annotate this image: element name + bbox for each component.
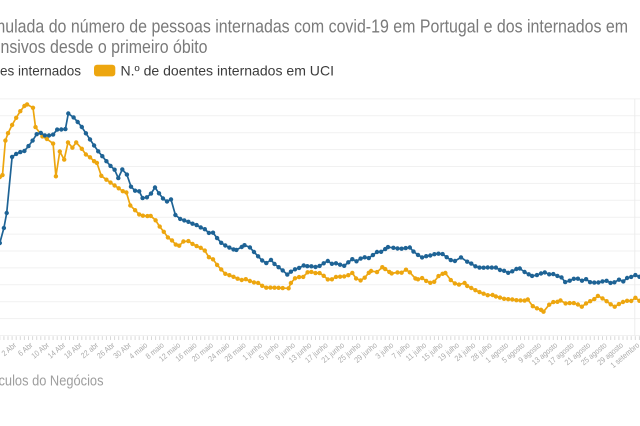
svg-text:nsivos desde o primeiro óbito: nsivos desde o primeiro óbito bbox=[1, 37, 208, 57]
svg-text:N.º de doentes internados em U: N.º de doentes internados em UCI bbox=[121, 63, 335, 79]
svg-text:mulada do número de pessoas in: mulada do número de pessoas internadas c… bbox=[0, 16, 628, 36]
svg-text:culos do Negócios: culos do Negócios bbox=[0, 374, 104, 390]
svg-text:es internados: es internados bbox=[0, 63, 81, 79]
